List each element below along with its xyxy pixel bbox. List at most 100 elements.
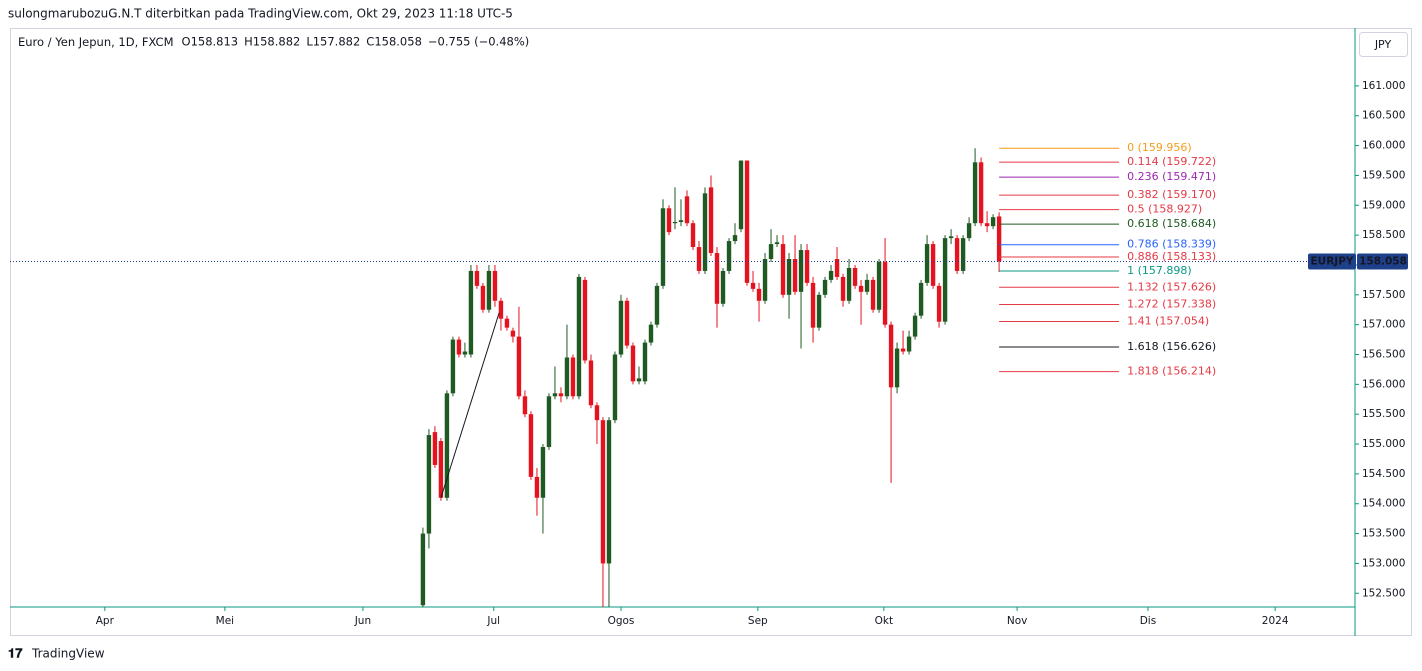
candle-body: [996, 216, 1002, 262]
x-tick-label: Dis: [1140, 615, 1156, 627]
y-tick-label: 158.500: [1362, 229, 1405, 241]
candle-body: [816, 294, 822, 328]
fib-price: (158.339): [1162, 238, 1216, 251]
candle-body: [702, 193, 708, 271]
y-tick-label: 157.000: [1362, 319, 1405, 331]
candle-body: [594, 405, 600, 421]
candle-body: [438, 441, 444, 498]
x-tick-label: 2024: [1262, 615, 1289, 627]
y-tick-label: 156.000: [1362, 378, 1405, 390]
candle-body: [726, 241, 732, 271]
candle-body: [876, 261, 882, 310]
fib-price: (157.626): [1162, 280, 1216, 293]
fib-label: 1 (157.898): [1127, 264, 1192, 277]
candle-body: [546, 396, 552, 448]
candle-body: [804, 250, 810, 283]
candle-body: [780, 244, 786, 295]
publisher: sulongmarubozuG.N.T diterbitkan pada Tra…: [8, 7, 513, 21]
candle-body: [810, 282, 816, 328]
fib-level: 0.114: [1127, 155, 1159, 168]
fib-price: (159.722): [1162, 155, 1216, 168]
candle-body: [822, 279, 828, 295]
candle-body: [552, 393, 558, 397]
x-tick-label: Apr: [96, 615, 115, 627]
y-tick-label: 160.000: [1362, 140, 1405, 152]
y-tick-label: 152.500: [1362, 587, 1405, 599]
candle-body: [582, 279, 588, 361]
candle-body: [468, 270, 474, 355]
y-tick-label: 153.500: [1362, 528, 1405, 540]
y-tick-label: 160.500: [1362, 110, 1405, 122]
fib-level: 1.41: [1127, 314, 1152, 327]
y-tick-label: 154.500: [1362, 468, 1405, 480]
candle-body: [600, 420, 606, 564]
candle-body: [432, 432, 438, 465]
candle-body: [858, 285, 864, 292]
legend-value: −0.755 (−0.48%): [428, 35, 529, 49]
candle-body: [852, 267, 858, 286]
candle-body: [504, 318, 510, 328]
candle-body: [750, 282, 756, 289]
candle-body: [534, 476, 540, 498]
legend-value: O158.813: [182, 35, 239, 49]
candle-body: [768, 244, 774, 260]
fib-level: 1.272: [1127, 297, 1159, 310]
y-tick-label: 154.000: [1362, 498, 1405, 510]
candle-body: [888, 324, 894, 388]
fib-level: 1.132: [1127, 280, 1159, 293]
candle-body: [870, 279, 876, 310]
fib-label: 0.236 (159.471): [1127, 170, 1216, 183]
candle-body: [576, 276, 582, 397]
candle-body: [798, 250, 804, 292]
candle-body: [960, 238, 966, 271]
legend-values: O158.813 H158.882 L157.882 C158.058 −0.755 (…: [182, 35, 530, 49]
x-tick-label: Jul: [486, 615, 500, 627]
candle-body: [510, 330, 516, 337]
x-tick-label: Jun: [354, 615, 371, 627]
candle-body: [660, 208, 666, 286]
candle-body: [756, 288, 762, 301]
candle-body: [744, 160, 750, 283]
candle-body: [774, 242, 780, 245]
x-tick-label: Ogos: [608, 615, 635, 627]
candle-body: [834, 259, 840, 277]
fib-level: 0.236: [1127, 170, 1159, 183]
x-tick-label: Nov: [1007, 615, 1028, 627]
candle-body: [612, 354, 618, 421]
fib-level: 0.5: [1127, 203, 1145, 216]
logo: 𝟏𝟕: [8, 647, 23, 662]
candle-body: [618, 300, 624, 355]
fib-label: 0.886 (158.133): [1127, 250, 1216, 263]
fib-label: 0.786 (158.339): [1127, 238, 1216, 251]
candle-body: [642, 342, 648, 382]
fib-label: 1.818 (156.214): [1127, 365, 1216, 378]
fib-level: 1.818: [1127, 365, 1159, 378]
candle-body: [948, 236, 954, 239]
candle-body: [672, 221, 678, 224]
x-tick-label: Mei: [216, 615, 234, 627]
brand: TradingView: [31, 647, 105, 661]
y-tick-label: 159.500: [1362, 169, 1405, 181]
candle-body: [648, 324, 654, 343]
fib-price: (156.626): [1162, 340, 1216, 353]
y-tick-label: 157.500: [1362, 289, 1405, 301]
candle-body: [864, 279, 870, 292]
candle-body: [570, 357, 576, 397]
currency-button[interactable]: [1359, 32, 1408, 57]
candle-body: [738, 160, 744, 230]
candle-body: [690, 223, 696, 248]
candle-body: [426, 435, 432, 534]
candle-body: [900, 348, 906, 352]
currency[interactable]: JPY: [1374, 38, 1392, 51]
candle-body: [474, 270, 480, 286]
candle-body: [486, 270, 492, 310]
candle-body: [492, 270, 498, 301]
candle-body: [912, 315, 918, 337]
trendline: [440, 312, 500, 498]
fib-price: (157.898): [1138, 264, 1192, 277]
legend: Euro / Yen Jepun, 1D, FXCM: [18, 35, 174, 49]
candle-body: [540, 447, 546, 498]
fib-price: (157.338): [1162, 297, 1216, 310]
